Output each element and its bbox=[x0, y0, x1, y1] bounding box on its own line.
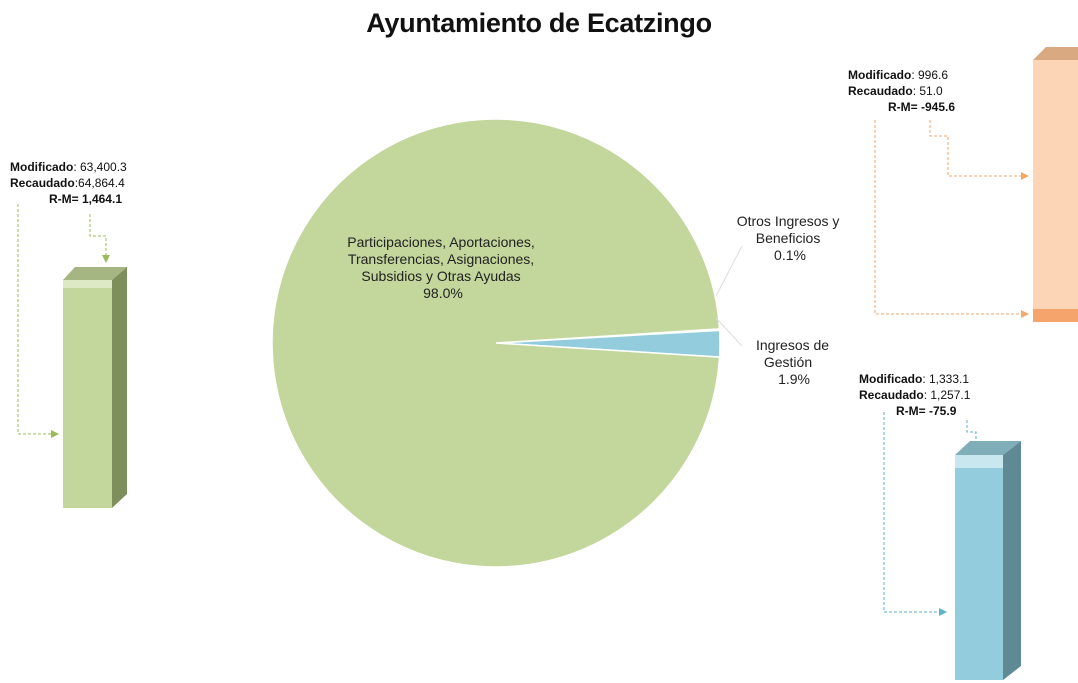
connector-arrow bbox=[883, 412, 947, 616]
slice-label-line: Participaciones, Aportaciones, bbox=[347, 234, 535, 250]
chart-title: Ayuntamiento de Ecatzingo bbox=[366, 8, 712, 38]
rm-stat: R-M= -945.6 bbox=[888, 100, 955, 114]
detail-otros: Modificado: 996.6 Recaudado: 51.0 R-M= -… bbox=[848, 47, 1078, 322]
connector-arrow bbox=[966, 420, 980, 449]
slice-label-line: Otros Ingresos y bbox=[737, 213, 840, 229]
slice-label-line: Gestión bbox=[764, 354, 812, 370]
rm-stat: R-M= -75.9 bbox=[896, 404, 957, 418]
connector-arrow bbox=[929, 120, 1029, 180]
slice-label-line: Transferencias, Asignaciones, bbox=[348, 251, 534, 267]
slice-label-line: Ingresos de bbox=[756, 337, 829, 353]
recaudado-stat: Recaudado: 1,257.1 bbox=[859, 388, 971, 402]
modificado-stat: Modificado: 1,333.1 bbox=[859, 372, 969, 386]
modificado-stat: Modificado: 996.6 bbox=[848, 68, 948, 82]
detail-bar bbox=[955, 441, 1021, 680]
pie-slices bbox=[271, 118, 721, 568]
slice-value-label: 98.0% bbox=[423, 285, 463, 301]
detail-ingresos: Modificado: 1,333.1 Recaudado: 1,257.1 R… bbox=[859, 372, 1021, 680]
slice-label-participaciones: Participaciones, Aportaciones, Transfere… bbox=[347, 234, 538, 301]
pie-slice bbox=[271, 118, 721, 568]
slice-label-line: Subsidios y Otras Ayudas bbox=[361, 268, 520, 284]
rm-stat: R-M= 1,464.1 bbox=[49, 192, 122, 206]
connector-arrow bbox=[89, 214, 110, 263]
detail-bar bbox=[1033, 47, 1078, 322]
slice-label-line: Beneficios bbox=[756, 230, 821, 246]
slice-label-ingresos: Ingresos de Gestión 1.9% bbox=[756, 337, 833, 387]
connector-arrow bbox=[874, 120, 1029, 318]
slice-label-otros: Otros Ingresos y Beneficios 0.1% bbox=[737, 213, 844, 263]
modificado-stat: Modificado: 63,400.3 bbox=[10, 160, 127, 174]
slice-value-label: 0.1% bbox=[774, 247, 806, 263]
detail-bar bbox=[63, 267, 127, 508]
detail-participaciones: Modificado: 63,400.3 Recaudado:64,864.4 … bbox=[10, 160, 127, 508]
recaudado-stat: Recaudado:64,864.4 bbox=[10, 176, 125, 190]
slice-value-label: 1.9% bbox=[778, 371, 810, 387]
leader-line-otros bbox=[715, 245, 743, 297]
leader-line-ingresos bbox=[715, 317, 743, 347]
connector-arrow bbox=[17, 204, 59, 438]
recaudado-stat: Recaudado: 51.0 bbox=[848, 84, 943, 98]
